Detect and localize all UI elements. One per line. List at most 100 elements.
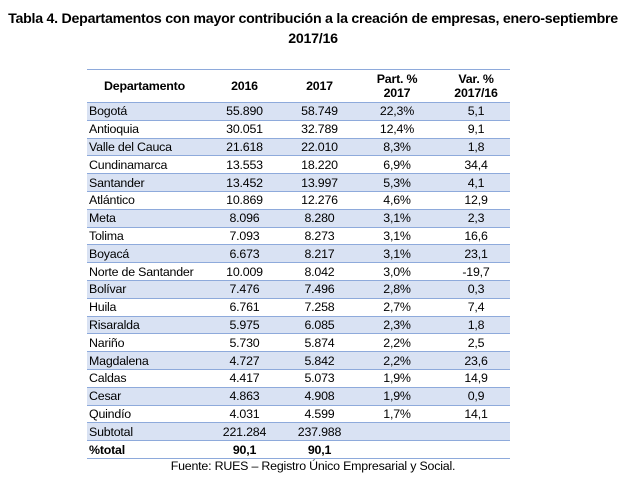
value-2017-cell: 5.874 (287, 333, 352, 352)
value-2016-cell: 4.863 (202, 386, 287, 406)
header-var-line1: Var. % (458, 72, 494, 86)
header-part-line2: 2017 (383, 86, 411, 100)
value-2016-cell: 4.727 (202, 351, 287, 370)
participation-cell: 3,0% (352, 262, 442, 281)
value-2016-cell: 10.009 (202, 262, 287, 281)
participation-cell: 2,3% (352, 315, 442, 334)
participation-cell: 8,3% (352, 137, 442, 156)
table-row: Cesar 4.863 4.908 1,9% 0,9 (87, 386, 510, 406)
value-2017-cell: 8.217 (287, 244, 352, 263)
total-label: %total (87, 440, 202, 459)
source-note: Fuente: RUES – Registro Único Empresaria… (170, 459, 456, 473)
header-var-line2: 2017/16 (454, 86, 498, 100)
table-row: Cundinamarca 13.553 18.220 6,9% 34,4 (87, 155, 510, 174)
header-part-line1: Part. % (376, 72, 418, 86)
value-2016-cell: 4.031 (202, 404, 287, 423)
subtotal-2017: 237.988 (287, 422, 352, 441)
department-cell: Risaralda (87, 315, 202, 334)
variation-cell: 23,6 (442, 351, 510, 370)
subtotal-label: Subtotal (87, 422, 202, 441)
department-cell: Antioquia (87, 119, 202, 139)
department-cell: Valle del Cauca (87, 137, 202, 156)
value-2017-cell: 13.997 (287, 173, 352, 192)
department-cell: Caldas (87, 368, 202, 388)
participation-cell: 1,7% (352, 404, 442, 423)
variation-cell: 7,4 (442, 297, 510, 317)
value-2017-cell: 7.496 (287, 279, 352, 299)
variation-cell: 23,1 (442, 244, 510, 263)
title-line-1: Tabla 4. Departamentos con mayor contrib… (8, 11, 618, 27)
table-row: Bogotá 55.890 58.749 22,3% 5,1 (87, 102, 510, 121)
department-cell: Nariño (87, 333, 202, 352)
value-2016-cell: 10.869 (202, 190, 287, 210)
subtotal-2016: 221.284 (202, 422, 287, 441)
variation-cell: 0,9 (442, 386, 510, 406)
department-cell: Norte de Santander (87, 262, 202, 281)
variation-cell: 1,8 (442, 315, 510, 334)
table-row: Atlántico 10.869 12.276 4,6% 12,9 (87, 190, 510, 210)
department-cell: Meta (87, 208, 202, 228)
value-2016-cell: 21.618 (202, 137, 287, 156)
value-2017-cell: 8.273 (287, 226, 352, 245)
participation-cell: 2,7% (352, 297, 442, 317)
table-row: Tolima 7.093 8.273 3,1% 16,6 (87, 226, 510, 245)
department-cell: Magdalena (87, 351, 202, 370)
participation-cell: 6,9% (352, 155, 442, 174)
value-2016-cell: 5.730 (202, 333, 287, 352)
variation-cell: 34,4 (442, 155, 510, 174)
value-2017-cell: 7.258 (287, 297, 352, 317)
value-2016-cell: 13.452 (202, 173, 287, 192)
subtotal-row: Subtotal 221.284 237.988 (87, 422, 510, 441)
total-2016: 90,1 (202, 440, 287, 459)
participation-cell: 3,1% (352, 226, 442, 245)
value-2017-cell: 6.085 (287, 315, 352, 334)
participation-cell: 5,3% (352, 173, 442, 192)
value-2016-cell: 4.417 (202, 368, 287, 388)
value-2017-cell: 12.276 (287, 190, 352, 210)
table-row: Risaralda 5.975 6.085 2,3% 1,8 (87, 315, 510, 334)
total-row: %total 90,1 90,1 (87, 440, 510, 459)
table-row: Boyacá 6.673 8.217 3,1% 23,1 (87, 244, 510, 263)
value-2016-cell: 8.096 (202, 208, 287, 228)
table-row: Huila 6.761 7.258 2,7% 7,4 (87, 297, 510, 317)
variation-cell: 14,1 (442, 404, 510, 423)
value-2016-cell: 6.761 (202, 297, 287, 317)
departments-table: Departamento 2016 2017 Part. % 2017 Var.… (87, 69, 510, 459)
table-row: Magdalena 4.727 5.842 2,2% 23,6 (87, 351, 510, 370)
variation-cell: 2,3 (442, 208, 510, 228)
table-row: Valle del Cauca 21.618 22.010 8,3% 1,8 (87, 137, 510, 156)
header-var-2017-16: Var. % 2017/16 (442, 69, 510, 103)
total-part (352, 440, 442, 459)
department-cell: Quindío (87, 404, 202, 423)
participation-cell: 3,1% (352, 208, 442, 228)
variation-cell: 14,9 (442, 368, 510, 388)
header-part-2017: Part. % 2017 (352, 69, 442, 103)
department-cell: Bolívar (87, 279, 202, 299)
variation-cell: 5,1 (442, 102, 510, 121)
title-line-2: 2017/16 (288, 31, 338, 47)
participation-cell: 2,2% (352, 351, 442, 370)
value-2016-cell: 7.476 (202, 279, 287, 299)
table-header-row: Departamento 2016 2017 Part. % 2017 Var.… (87, 69, 510, 103)
value-2017-cell: 58.749 (287, 102, 352, 121)
value-2016-cell: 6.673 (202, 244, 287, 263)
value-2017-cell: 5.073 (287, 368, 352, 388)
department-cell: Tolima (87, 226, 202, 245)
participation-cell: 2,8% (352, 279, 442, 299)
table-row: Santander 13.452 13.997 5,3% 4,1 (87, 173, 510, 192)
value-2017-cell: 8.280 (287, 208, 352, 228)
subtotal-var (442, 422, 510, 441)
table-row: Quindío 4.031 4.599 1,7% 14,1 (87, 404, 510, 423)
participation-cell: 1,9% (352, 368, 442, 388)
table-row: Bolívar 7.476 7.496 2,8% 0,3 (87, 279, 510, 299)
value-2017-cell: 4.599 (287, 404, 352, 423)
value-2016-cell: 30.051 (202, 119, 287, 139)
participation-cell: 1,9% (352, 386, 442, 406)
participation-cell: 22,3% (352, 102, 442, 121)
header-2017: 2017 (287, 69, 352, 103)
header-2016: 2016 (202, 69, 287, 103)
variation-cell: 0,3 (442, 279, 510, 299)
value-2017-cell: 4.908 (287, 386, 352, 406)
table-row: Antioquia 30.051 32.789 12,4% 9,1 (87, 119, 510, 139)
value-2016-cell: 55.890 (202, 102, 287, 121)
